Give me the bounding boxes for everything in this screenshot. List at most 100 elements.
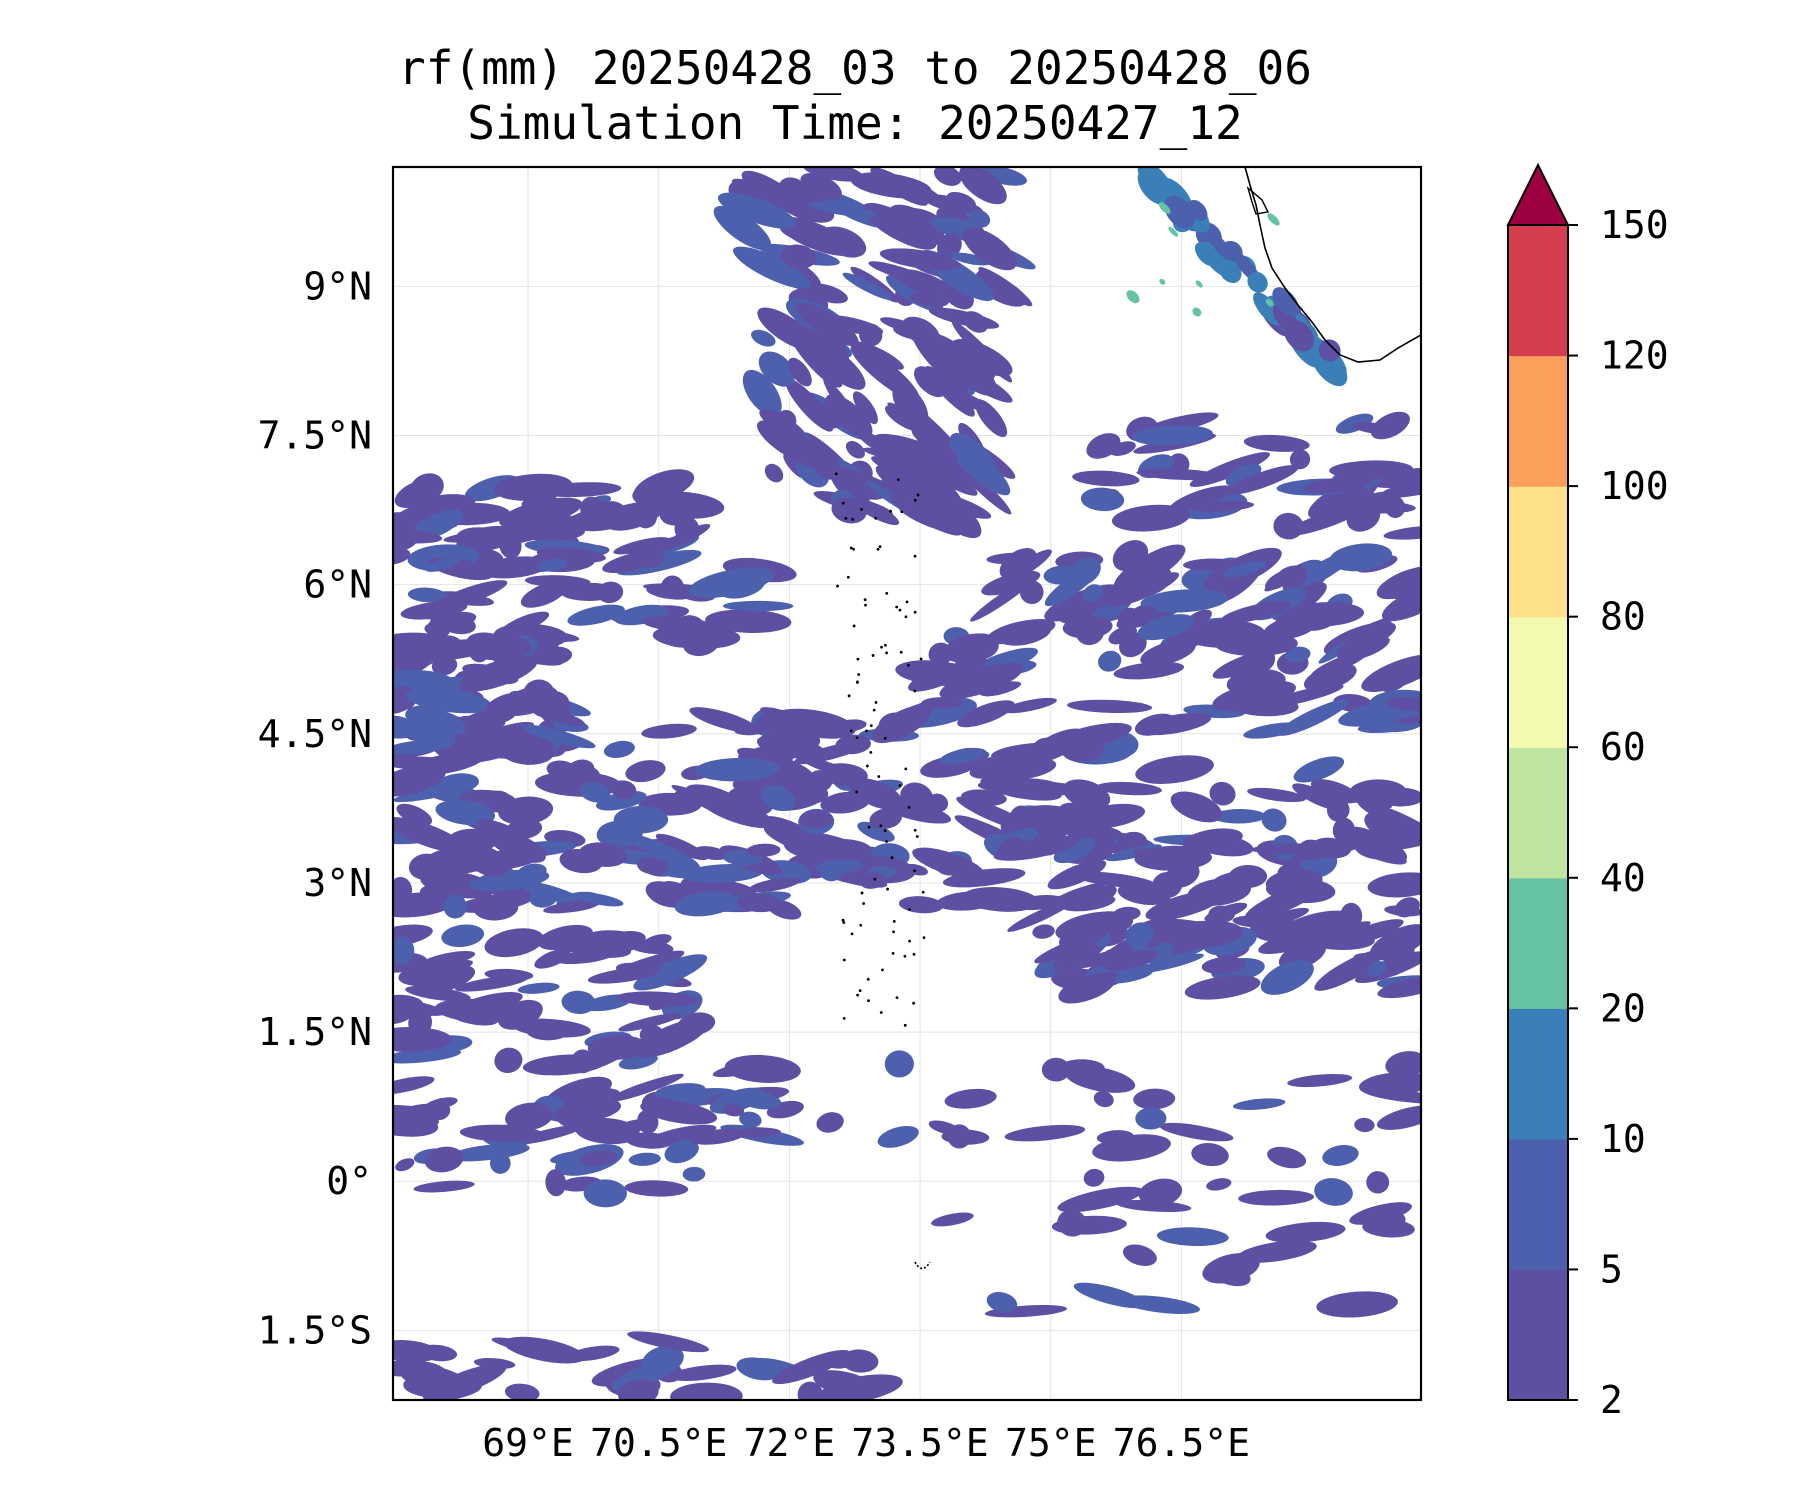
rain-cell bbox=[561, 990, 596, 1014]
rain-cell bbox=[1112, 540, 1149, 572]
lon-tick-label: 70.5°E bbox=[590, 1421, 727, 1465]
rain-cell bbox=[493, 473, 573, 501]
island-outline bbox=[1246, 185, 1270, 215]
colorbar-tick-label: 10 bbox=[1600, 1117, 1646, 1161]
rain-cell bbox=[652, 624, 741, 649]
rain-cell bbox=[577, 892, 624, 907]
rain-cell bbox=[841, 1349, 879, 1373]
rain-cell bbox=[1083, 1168, 1105, 1187]
rain-cell bbox=[1247, 271, 1268, 293]
rain-cell bbox=[555, 1103, 594, 1130]
rain-cell bbox=[393, 548, 411, 565]
rain-cell bbox=[970, 573, 1039, 622]
atoll-dot bbox=[913, 554, 917, 558]
atoll-dot bbox=[913, 610, 917, 614]
rain-cell bbox=[641, 723, 697, 739]
colorbar-segment bbox=[1508, 355, 1568, 487]
atoll-dot bbox=[856, 681, 859, 684]
rain-cell bbox=[505, 1102, 553, 1131]
rain-cell bbox=[615, 495, 682, 530]
rain-cell bbox=[1267, 1146, 1307, 1169]
rain-cell bbox=[998, 621, 1052, 646]
rain-cell bbox=[682, 1166, 706, 1182]
rain-cell bbox=[642, 934, 672, 948]
rain-cell bbox=[1376, 1105, 1421, 1130]
rain-cell bbox=[543, 900, 600, 914]
map-title-line2: Simulation Time: 20250427_12 bbox=[467, 96, 1243, 150]
rain-cell bbox=[980, 681, 1022, 697]
rain-cell bbox=[852, 341, 904, 370]
rain-cell bbox=[1092, 1134, 1171, 1162]
rain-cell bbox=[1326, 798, 1350, 822]
rain-cell bbox=[393, 648, 432, 677]
rain-cell bbox=[654, 1083, 706, 1099]
rain-cell bbox=[734, 1127, 781, 1138]
rain-cell bbox=[951, 339, 1013, 377]
rain-cell bbox=[499, 497, 583, 529]
rain-cell bbox=[1201, 956, 1246, 974]
rain-cell bbox=[1139, 167, 1173, 199]
rain-cell bbox=[670, 1382, 743, 1400]
atoll-dot bbox=[898, 784, 902, 787]
lon-tick-label: 75°E bbox=[1005, 1421, 1097, 1465]
rain-cell bbox=[583, 1179, 627, 1208]
rain-cell bbox=[1322, 1145, 1359, 1166]
rain-cell bbox=[1208, 905, 1235, 923]
rain-cell bbox=[1067, 699, 1153, 714]
rain-cell bbox=[800, 229, 849, 249]
colorbar: 2 5 10 20 40 60 80 100 120 150 bbox=[1506, 162, 1669, 1422]
rain-cell bbox=[1096, 781, 1162, 796]
rain-cell bbox=[722, 1104, 745, 1117]
atoll-dot bbox=[895, 996, 899, 1000]
rain-cell bbox=[1360, 830, 1421, 851]
atoll-dot bbox=[913, 828, 917, 832]
atoll-dot bbox=[903, 954, 907, 958]
rain-cell bbox=[1310, 779, 1360, 804]
atoll-dot bbox=[889, 509, 892, 513]
rain-cell bbox=[921, 697, 963, 709]
atoll-dot bbox=[859, 923, 863, 927]
atoll-dot bbox=[890, 856, 894, 860]
rain-cell bbox=[1265, 298, 1274, 307]
colorbar-segment bbox=[1508, 1138, 1568, 1271]
rain-cell bbox=[760, 785, 796, 812]
rain-cell bbox=[1273, 512, 1304, 540]
rain-cell bbox=[449, 638, 519, 656]
lat-tick-label: 3°N bbox=[303, 861, 372, 905]
rain-cell bbox=[524, 575, 591, 588]
lat-tick-label: 7.5°N bbox=[258, 413, 372, 457]
atoll-dot bbox=[919, 657, 923, 661]
rain-cell bbox=[1377, 976, 1421, 999]
rain-cell bbox=[1062, 615, 1113, 639]
rain-cell bbox=[773, 410, 797, 436]
atoll-dot bbox=[922, 936, 926, 940]
rain-cell bbox=[579, 782, 611, 803]
rain-cell bbox=[1070, 885, 1117, 912]
rain-cell bbox=[1243, 434, 1310, 452]
rain-cell bbox=[447, 1143, 530, 1162]
atoll-outline bbox=[914, 1261, 931, 1270]
rain-cell bbox=[1169, 485, 1233, 512]
rain-cell bbox=[885, 405, 921, 431]
rain-cell bbox=[479, 556, 550, 579]
rain-cell bbox=[797, 1381, 824, 1400]
rain-cell bbox=[820, 791, 871, 814]
rain-cell bbox=[677, 1012, 716, 1035]
rain-cell bbox=[1261, 808, 1287, 832]
maldives-atolls bbox=[834, 472, 931, 1270]
atoll-dot bbox=[867, 999, 870, 1003]
rain-cell bbox=[1064, 1065, 1136, 1093]
lon-tick-label: 73.5°E bbox=[851, 1421, 988, 1465]
rain-cell bbox=[472, 894, 519, 921]
rain-cell bbox=[1073, 1282, 1146, 1309]
atoll-dot bbox=[896, 478, 900, 482]
rain-cell bbox=[1082, 812, 1108, 831]
rain-cell bbox=[874, 433, 930, 452]
rain-cell bbox=[1316, 1291, 1398, 1318]
rain-cell bbox=[875, 464, 953, 509]
colorbar-tick-label: 2 bbox=[1600, 1378, 1623, 1422]
rain-cell bbox=[628, 1152, 661, 1166]
rain-cell bbox=[640, 1099, 718, 1125]
rain-cell bbox=[511, 1018, 591, 1038]
